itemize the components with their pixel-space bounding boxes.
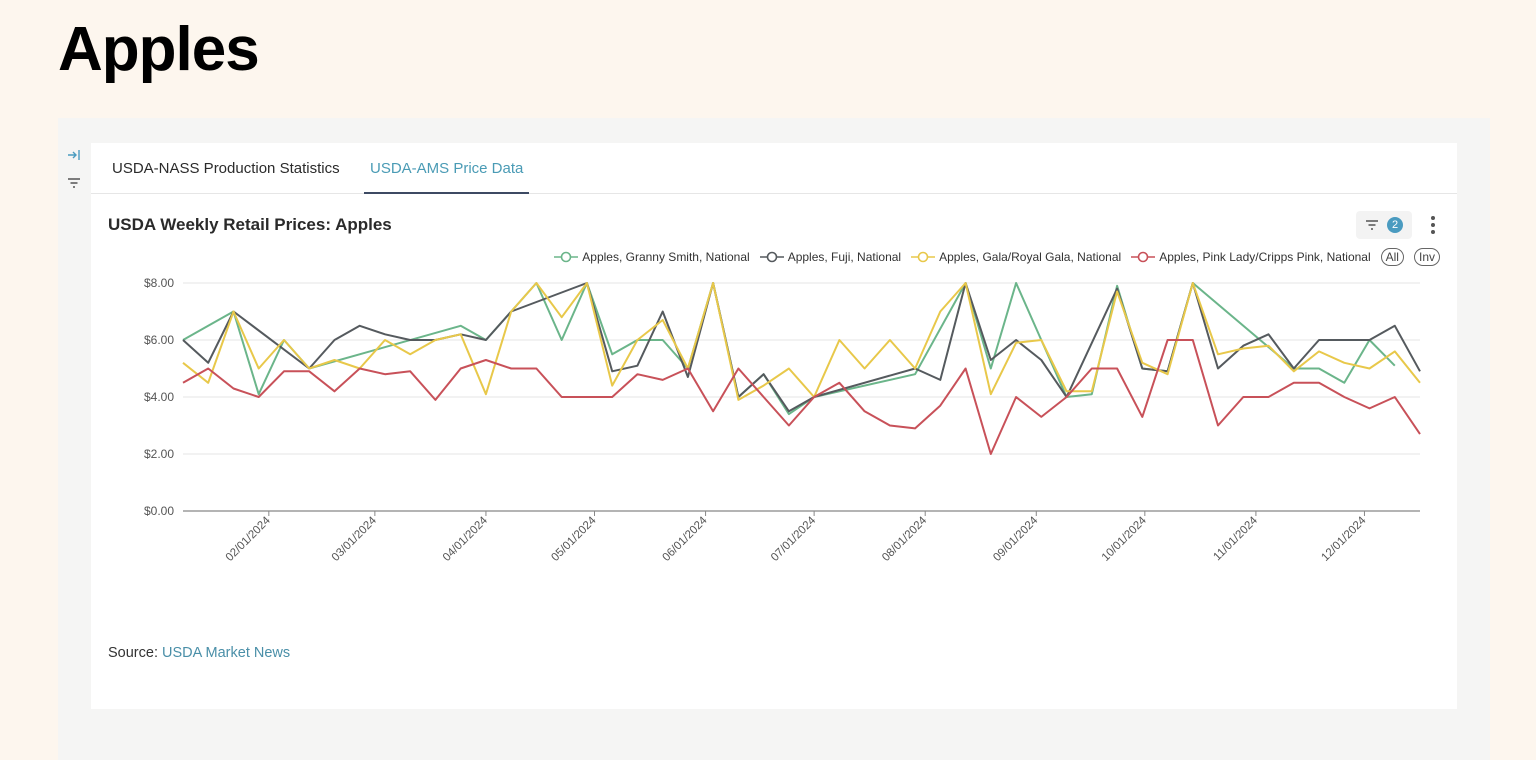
tab-bar: USDA-NASS Production Statistics USDA-AMS… xyxy=(91,143,1457,194)
legend-marker-icon xyxy=(554,251,579,263)
page-title: Apples xyxy=(58,15,260,84)
chart-title: USDA Weekly Retail Prices: Apples xyxy=(108,215,392,234)
legend-all-button[interactable]: All xyxy=(1380,248,1404,266)
chart-card: USDA-NASS Production Statistics USDA-AMS… xyxy=(91,143,1457,709)
legend-invert-button[interactable]: Inv xyxy=(1413,248,1440,266)
legend-marker-icon xyxy=(759,251,784,263)
x-tick-label: 02/01/2024 xyxy=(224,514,274,564)
y-axis: $0.00 $2.00 $4.00 $6.00 $8.00 xyxy=(144,276,174,518)
chart-legend: Apples, Granny Smith, National Apples, F… xyxy=(554,247,1440,267)
y-tick-label: $2.00 xyxy=(144,447,174,461)
dashboard-panel: USDA-NASS Production Statistics USDA-AMS… xyxy=(58,118,1490,760)
x-tick-label: 05/01/2024 xyxy=(549,514,599,564)
chart-filter-button[interactable]: 2 xyxy=(1356,211,1412,239)
source-link[interactable]: USDA Market News xyxy=(162,645,291,661)
legend-label: Apples, Fuji, National xyxy=(787,250,902,264)
x-tick-label: 12/01/2024 xyxy=(1319,514,1369,564)
side-rail xyxy=(58,118,90,760)
y-tick-label: $6.00 xyxy=(144,333,174,347)
series-line-3 xyxy=(182,339,1421,455)
legend-label: Apples, Gala/Royal Gala, National xyxy=(939,250,1122,264)
legend-item[interactable]: Apples, Fuji, National xyxy=(759,250,902,264)
legend-marker-icon xyxy=(1131,251,1156,263)
x-tick-label: 08/01/2024 xyxy=(880,514,930,564)
series-line-1 xyxy=(182,282,1421,413)
legend-item[interactable]: Apples, Pink Lady/Cripps Pink, National xyxy=(1131,250,1371,264)
source-prefix: Source: xyxy=(108,645,158,661)
kebab-menu-icon xyxy=(1431,216,1435,220)
x-axis: 02/01/2024 03/01/2024 04/01/2024 05/01/2024… xyxy=(183,510,1420,564)
y-tick-label: $4.00 xyxy=(144,390,174,404)
legend-marker-icon xyxy=(911,251,936,263)
kebab-dot xyxy=(1431,223,1435,227)
chart-series xyxy=(182,282,1421,455)
tab-ams-price[interactable]: USDA-AMS Price Data xyxy=(363,143,530,194)
expand-sidebar-button[interactable] xyxy=(64,146,84,164)
legend-label: Apples, Pink Lady/Cripps Pink, National xyxy=(1159,250,1371,264)
filter-icon xyxy=(68,178,80,188)
y-tick-label: $8.00 xyxy=(144,276,174,290)
kebab-dot xyxy=(1431,230,1435,234)
x-tick-label: 03/01/2024 xyxy=(330,514,380,564)
filter-icon xyxy=(1366,220,1378,230)
line-chart: $0.00 $2.00 $4.00 $6.00 $8.00 02/01/2024 03/0… xyxy=(144,276,1421,564)
filter-sidebar-button[interactable] xyxy=(64,174,84,192)
collapse-right-icon xyxy=(68,150,80,160)
x-tick-label: 07/01/2024 xyxy=(769,514,819,564)
y-tick-label: $0.00 xyxy=(144,504,174,518)
legend-item[interactable]: Apples, Granny Smith, National xyxy=(554,250,750,264)
legend-label: Apples, Granny Smith, National xyxy=(582,250,750,264)
x-tick-label: 09/01/2024 xyxy=(991,514,1041,564)
x-tick-label: 10/01/2024 xyxy=(1100,514,1150,564)
filter-count-badge: 2 xyxy=(1387,217,1403,233)
source-line: Source: USDA Market News xyxy=(108,645,290,661)
series-line-2 xyxy=(182,282,1421,401)
chart-grid xyxy=(183,282,1420,455)
x-tick-label: 11/01/2024 xyxy=(1211,514,1260,563)
chart-menu-button[interactable] xyxy=(1425,213,1441,237)
x-tick-label: 04/01/2024 xyxy=(441,514,491,564)
tab-nass-production[interactable]: USDA-NASS Production Statistics xyxy=(112,160,340,177)
legend-item[interactable]: Apples, Gala/Royal Gala, National xyxy=(911,250,1121,264)
x-tick-label: 06/01/2024 xyxy=(661,514,711,564)
